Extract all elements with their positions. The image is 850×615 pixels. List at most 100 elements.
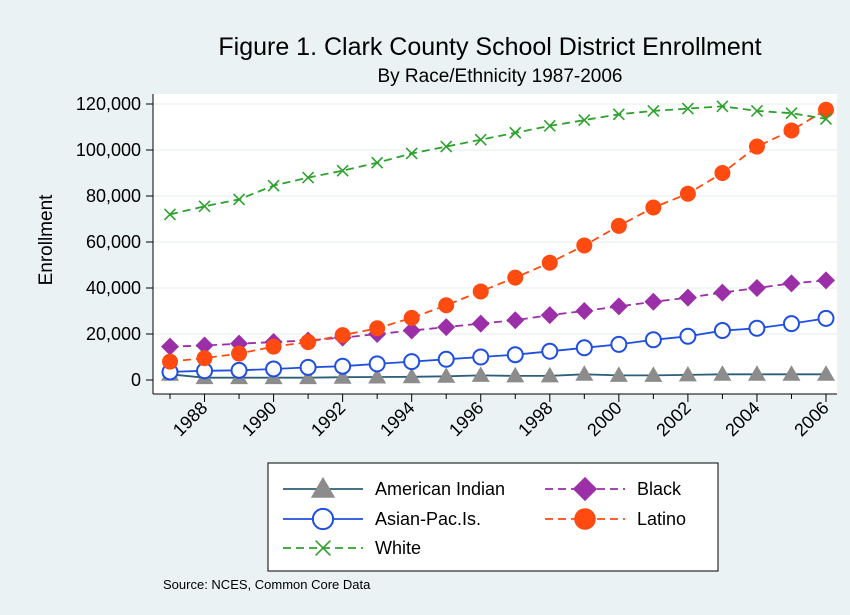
data-point bbox=[506, 366, 525, 383]
data-point bbox=[714, 165, 731, 181]
data-point bbox=[402, 321, 421, 340]
data-point bbox=[195, 336, 214, 355]
data-point bbox=[713, 322, 731, 340]
data-point bbox=[334, 357, 352, 375]
data-point bbox=[541, 342, 559, 360]
data-point bbox=[782, 365, 801, 381]
data-point bbox=[507, 269, 524, 286]
source-note: Source: NCES, Common Core Data bbox=[163, 577, 371, 592]
legend-marker bbox=[574, 508, 596, 530]
data-point bbox=[474, 133, 487, 146]
data-point bbox=[541, 254, 558, 271]
data-point bbox=[681, 102, 694, 115]
data-point bbox=[647, 104, 660, 117]
data-point bbox=[196, 350, 213, 367]
data-point bbox=[540, 306, 559, 325]
series-line bbox=[169, 373, 826, 379]
legend-marker bbox=[572, 476, 598, 502]
data-point bbox=[437, 367, 456, 383]
series-american-indian bbox=[161, 365, 835, 385]
data-point bbox=[609, 366, 628, 382]
data-point bbox=[161, 337, 179, 356]
data-point bbox=[472, 348, 490, 366]
data-point bbox=[678, 365, 697, 382]
series-black bbox=[161, 271, 835, 356]
data-point bbox=[506, 311, 525, 330]
data-point bbox=[371, 156, 384, 169]
y-tick-label: 120,000 bbox=[76, 94, 141, 114]
y-tick-label: 60,000 bbox=[86, 232, 141, 252]
legend-item-white: White bbox=[283, 538, 421, 558]
data-point bbox=[575, 365, 594, 381]
data-point bbox=[471, 366, 490, 382]
data-point bbox=[818, 101, 834, 118]
data-point bbox=[610, 335, 628, 353]
data-point bbox=[299, 358, 317, 376]
data-point bbox=[438, 297, 455, 314]
y-axis-title: Enrollment bbox=[36, 194, 57, 286]
data-point bbox=[403, 353, 421, 371]
legend-item-american-indian: American Indian bbox=[283, 476, 505, 499]
data-point bbox=[819, 112, 833, 126]
data-point bbox=[265, 360, 283, 378]
legend bbox=[267, 462, 719, 572]
data-point bbox=[403, 309, 420, 326]
data-point bbox=[334, 327, 351, 344]
data-point bbox=[609, 297, 628, 316]
legend-marker bbox=[311, 507, 335, 531]
data-point bbox=[575, 339, 593, 357]
y-tick-label: 100,000 bbox=[76, 140, 141, 160]
data-point bbox=[782, 274, 801, 293]
data-point bbox=[509, 126, 522, 139]
data-point bbox=[713, 365, 732, 381]
data-point bbox=[644, 292, 663, 311]
data-point bbox=[679, 327, 697, 345]
data-point bbox=[405, 147, 418, 160]
data-point bbox=[610, 217, 627, 234]
data-point bbox=[576, 237, 593, 254]
plot-area bbox=[153, 94, 837, 394]
legend-items: American Indian Black Asian-Pac.Is. Latino W… bbox=[283, 476, 686, 558]
data-point bbox=[747, 365, 766, 381]
data-point bbox=[471, 314, 490, 333]
data-point bbox=[540, 366, 559, 383]
data-point bbox=[440, 140, 453, 153]
data-point bbox=[267, 179, 280, 192]
data-point bbox=[437, 318, 456, 337]
data-point bbox=[231, 345, 248, 362]
series-layer bbox=[161, 100, 835, 385]
gridlines bbox=[153, 103, 837, 335]
data-point bbox=[368, 355, 386, 373]
data-point bbox=[612, 108, 625, 121]
data-point bbox=[817, 365, 835, 381]
data-point bbox=[198, 200, 211, 213]
y-tick-label: 80,000 bbox=[86, 186, 141, 206]
legend-label: White bbox=[375, 538, 421, 558]
y-tick-label: 0 bbox=[131, 370, 141, 390]
data-point bbox=[679, 185, 696, 202]
legend-label: Black bbox=[637, 479, 682, 499]
data-point bbox=[162, 353, 178, 370]
chart-title: Figure 1. Clark County School District E… bbox=[218, 33, 761, 61]
data-point bbox=[678, 288, 697, 307]
data-point bbox=[748, 138, 765, 155]
legend-marker bbox=[310, 476, 336, 498]
data-point bbox=[402, 367, 421, 384]
data-point bbox=[230, 361, 248, 379]
data-point bbox=[300, 334, 317, 351]
data-point bbox=[163, 208, 177, 221]
legend-item-latino: Latino bbox=[545, 508, 686, 530]
data-point bbox=[644, 331, 662, 349]
data-point bbox=[575, 302, 594, 320]
data-point bbox=[437, 350, 455, 368]
legend-label: American Indian bbox=[375, 479, 505, 499]
data-point bbox=[336, 164, 349, 177]
data-point bbox=[713, 283, 732, 302]
series-asian-pac-is bbox=[161, 309, 835, 381]
data-point bbox=[747, 279, 766, 297]
data-point bbox=[506, 346, 524, 364]
data-point bbox=[333, 368, 352, 384]
y-ticks: 0 20,000 40,000 60,000 80,000 100,000 120,000 bbox=[76, 94, 153, 390]
data-point bbox=[645, 199, 662, 216]
